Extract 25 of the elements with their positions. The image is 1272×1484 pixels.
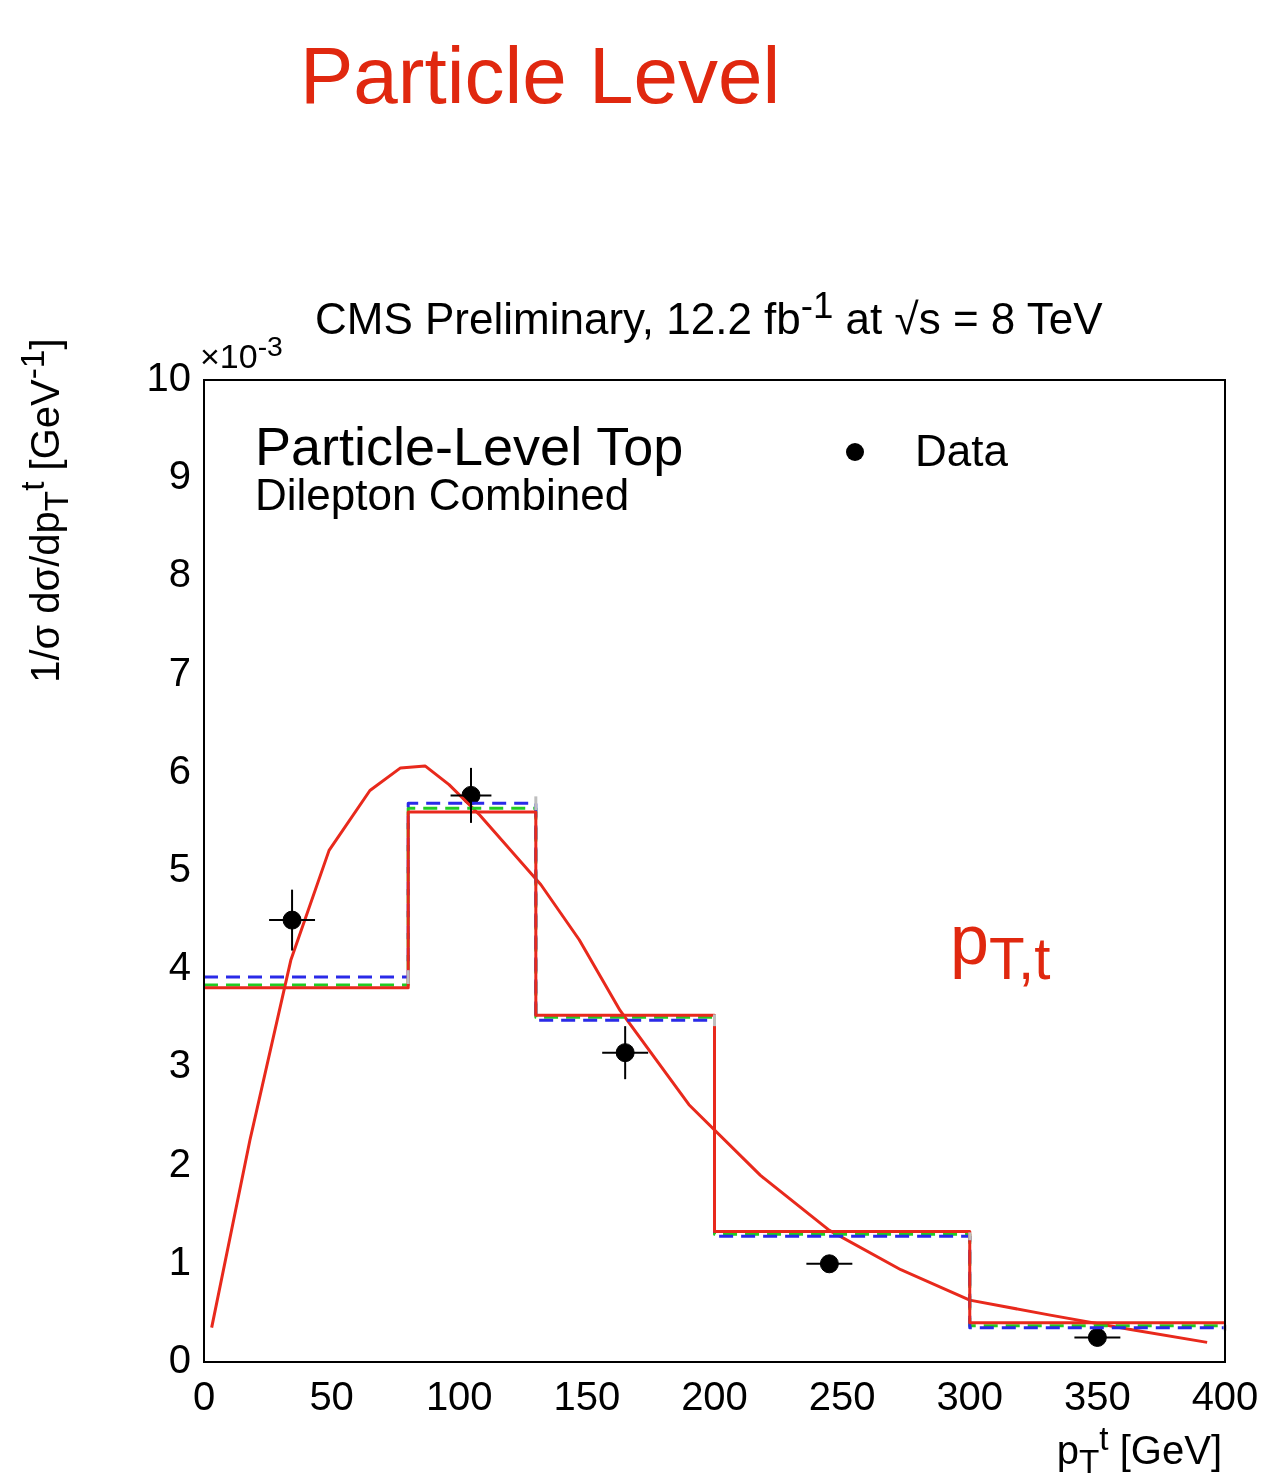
y-tick-label: 3	[168, 1042, 191, 1087]
legend-label: Data	[915, 426, 1009, 476]
y-tick-label: 6	[168, 747, 191, 792]
text: ×10$^{-3}$	[200, 330, 283, 377]
y-tick-label: 10	[146, 355, 191, 400]
y-tick-label: 0	[168, 1337, 191, 1382]
x-axis-title: p$_{T}$$^{t}$ [GeV]	[1056, 1420, 1222, 1482]
y-tick-label: 4	[168, 944, 191, 989]
x-tick-label: 300	[936, 1374, 1004, 1419]
y-tick-label: 1	[168, 1238, 191, 1283]
x-tick-label: 150	[553, 1374, 621, 1419]
x-tick-label: 350	[1064, 1374, 1131, 1419]
y-tick-label: 8	[168, 551, 191, 596]
x-tick-label: 100	[425, 1374, 493, 1419]
y-tick-label: 2	[168, 1140, 191, 1185]
x-tick-label: 250	[808, 1374, 876, 1419]
y-tick-label: 9	[168, 453, 191, 498]
x-tick-label: 400	[1191, 1374, 1259, 1419]
chart-title: Particle Level	[300, 30, 781, 122]
chart-subtitle: CMS Preliminary, 12.2 fb$^{-1}$ at √s = 8 TeV	[315, 285, 1103, 344]
x-tick-label: 50	[309, 1374, 354, 1419]
x-tick-label: 200	[681, 1374, 748, 1419]
annotation: p$_{T,t}$	[950, 900, 1051, 992]
y-tick-label: 7	[168, 649, 191, 694]
y-tick-label: 5	[168, 846, 191, 891]
